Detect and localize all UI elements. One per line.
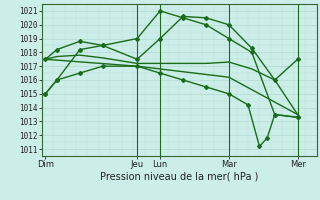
X-axis label: Pression niveau de la mer( hPa ): Pression niveau de la mer( hPa ) — [100, 172, 258, 182]
